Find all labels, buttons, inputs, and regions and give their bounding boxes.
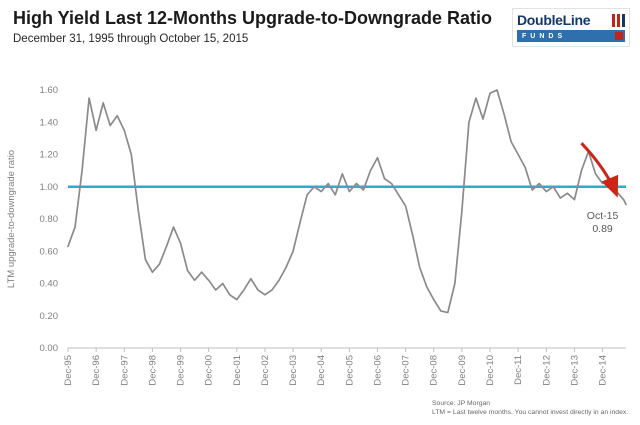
series-line [67,89,627,314]
x-tick-label: Dec-02 [260,355,271,386]
source-note: Source: JP Morgan [432,400,491,407]
x-tick-label: Dec-01 [232,355,243,386]
logo-red-bar-icon [612,13,615,27]
footer-notes: Source: JP Morgan LTM = Last twelve mont… [432,399,628,417]
x-tick-label: Dec-08 [429,355,440,386]
logo-bars-icon [612,13,625,27]
x-tick-label: Dec-96 [91,355,102,386]
y-axis-title: LTM upgrade-to-downgrade ratio [6,150,17,288]
x-tick-label: Dec-07 [401,355,412,386]
y-tick-label: 0.40 [40,279,59,290]
x-tick-label: Dec-05 [344,355,355,386]
x-tick-label: Dec-12 [541,355,552,386]
x-tick-label: Dec-00 [204,355,215,386]
x-tick-label: Dec-06 [372,355,383,386]
x-tick-label: Dec-98 [147,355,158,386]
logo-red-bar-icon [617,13,620,27]
y-tick-label: 0.20 [40,311,59,322]
disclaimer-note: LTM = Last twelve months. You cannot inv… [432,409,629,417]
y-tick-label: 0.00 [40,343,59,354]
annotation-value-label: 0.89 [592,223,613,235]
y-tick-label: 0.80 [40,214,59,225]
chart-svg: 0.00 0.20 0.40 0.60 0.80 1.00 1.20 1.40 1.60 Dec-… [6,85,627,386]
logo-navy-bar-icon [622,13,625,27]
trend-arrow-icon [580,142,619,198]
x-tick-label: Dec-14 [598,355,609,386]
y-tick-label: 1.00 [40,182,59,193]
header: High Yield Last 12-Months Upgrade-to-Dow… [0,0,640,45]
x-tick-label: Dec-04 [316,355,327,386]
logo-funds-text: FUNDS [522,32,567,40]
y-tick-label: 0.60 [40,246,59,257]
y-tick-label: 1.20 [40,150,59,161]
x-tick-label: Dec-99 [176,355,187,386]
x-tick-label: Dec-03 [288,355,299,386]
x-tick-label: Dec-97 [119,355,130,386]
annotation-date-label: Oct-15 [587,210,619,222]
chart-title: High Yield Last 12-Months Upgrade-to-Dow… [13,8,493,28]
x-tick-label: Dec-11 [513,355,524,385]
logo-brand-text: DoubleLine [517,12,591,28]
doubleline-logo: DoubleLine FUNDS [512,8,630,47]
logo-funds-red-square-icon [615,32,623,40]
x-tick-label: Dec-10 [485,355,496,386]
y-tick-label: 1.40 [40,117,59,128]
x-tick-label: Dec-95 [63,355,74,386]
chart-area: 0.00 0.20 0.40 0.60 0.80 1.00 1.20 1.40 1.60 Dec-… [0,52,640,397]
chart-subtitle: December 31, 1995 through October 15, 20… [13,32,249,45]
x-tick-label: Dec-09 [457,355,468,386]
y-tick-label: 1.60 [40,85,59,96]
x-tick-label: Dec-13 [569,355,580,386]
logo-brand-row: DoubleLine [517,12,625,28]
logo-funds-banner: FUNDS [517,30,625,42]
